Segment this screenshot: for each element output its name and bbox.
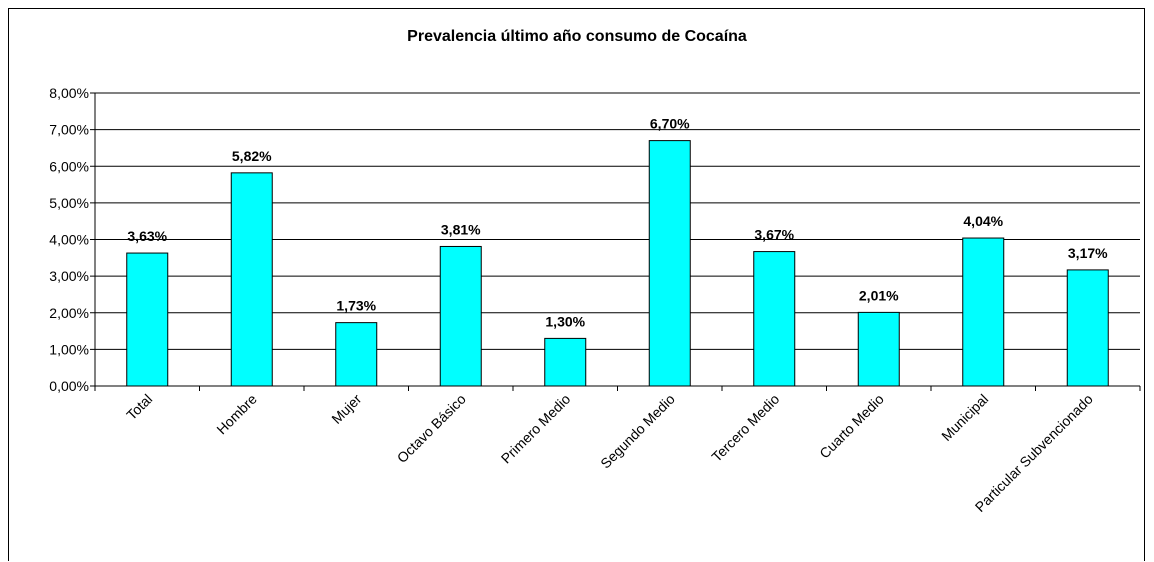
data-label: 4,04% — [963, 213, 1003, 229]
x-tick-label: Total — [123, 391, 155, 423]
x-tick-label: Tercero Medio — [708, 391, 782, 465]
x-tick-label: Primero Medio — [498, 391, 574, 467]
data-label: 6,70% — [650, 116, 690, 132]
bar — [1066, 269, 1109, 387]
data-label: 1,30% — [545, 313, 585, 329]
y-tick-label: 2,00% — [49, 305, 89, 321]
x-tick-label: Segundo Medio — [597, 391, 678, 472]
bar — [857, 311, 900, 387]
y-tick-label: 4,00% — [49, 232, 89, 248]
y-tick-label: 5,00% — [49, 195, 89, 211]
x-tick-label: Particular Subvencionado — [972, 391, 1096, 515]
bar — [962, 237, 1005, 387]
data-label: 3,63% — [127, 228, 167, 244]
x-tick-label: Hombre — [213, 391, 260, 438]
x-tick-label: Municipal — [938, 391, 991, 444]
data-label: 3,17% — [1068, 245, 1108, 261]
x-tick-label: Mujer — [328, 391, 364, 427]
data-label: 2,01% — [859, 287, 899, 303]
x-tick-label: Cuarto Medio — [816, 391, 887, 462]
bar — [335, 322, 378, 387]
y-tick-label: 7,00% — [49, 122, 89, 138]
y-tick-label: 8,00% — [49, 85, 89, 101]
x-tick-label: Octavo Básico — [394, 391, 469, 466]
bar — [230, 172, 273, 387]
bar — [126, 252, 169, 387]
chart-title: Prevalencia último año consumo de Cocaín… — [407, 28, 747, 45]
data-label: 3,81% — [441, 221, 481, 237]
data-label: 5,82% — [232, 148, 272, 164]
bar — [648, 140, 691, 387]
bar — [439, 245, 482, 387]
y-tick-label: 6,00% — [49, 158, 89, 174]
chart-area — [8, 8, 1145, 561]
data-label: 3,67% — [754, 227, 794, 243]
bar — [753, 251, 796, 387]
data-label: 1,73% — [336, 298, 376, 314]
bar — [544, 337, 587, 387]
y-tick-label: 1,00% — [49, 341, 89, 357]
y-tick-label: 0,00% — [49, 378, 89, 394]
y-tick-label: 3,00% — [49, 268, 89, 284]
